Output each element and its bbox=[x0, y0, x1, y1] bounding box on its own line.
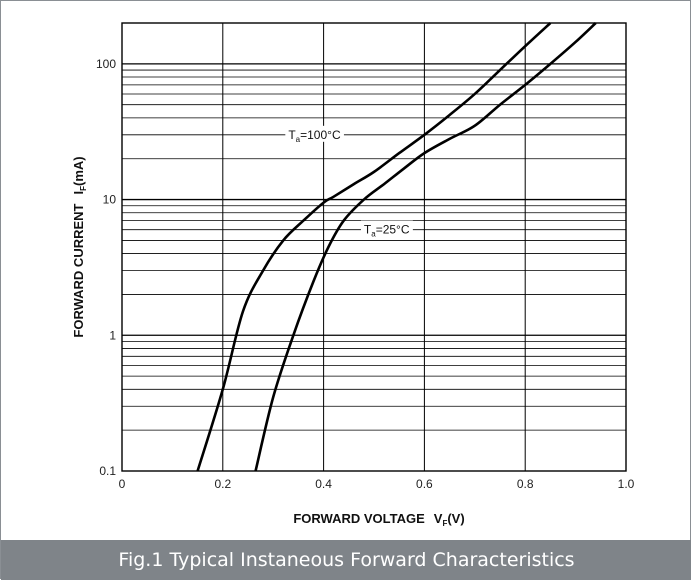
y-tick-label: 1 bbox=[109, 328, 116, 342]
y-tick-label: 0.1 bbox=[99, 464, 116, 478]
series-line-0 bbox=[196, 22, 552, 472]
x-axis-title: FORWARD VOLTAGE VF(V) bbox=[293, 511, 464, 528]
series-line-1 bbox=[254, 22, 597, 472]
x-tick-label: 1.0 bbox=[618, 477, 635, 491]
tick-labels: 0 0.2 0.4 0.6 0.8 1.0 0.1 1 10 100 bbox=[96, 57, 635, 491]
grid bbox=[122, 23, 626, 471]
x-tick-label: 0.6 bbox=[416, 477, 433, 491]
series-annotation-0: Ta=100°C bbox=[288, 128, 341, 144]
series-annotation-1: Ta=25°C bbox=[364, 223, 410, 239]
x-tick-label: 0.4 bbox=[315, 477, 332, 491]
annotation-backing bbox=[285, 125, 344, 142]
annotation-backing bbox=[360, 220, 413, 237]
series-curves bbox=[196, 22, 597, 472]
x-tick-label: 0 bbox=[119, 477, 126, 491]
x-tick-label: 0.2 bbox=[214, 477, 231, 491]
y-tick-label: 10 bbox=[103, 193, 117, 207]
chart: 0 0.2 0.4 0.6 0.8 1.0 0.1 1 10 100 Ta=100°C Ta=25°… bbox=[71, 22, 635, 528]
y-axis-title: FORWARD CURRENTIF(mA) bbox=[71, 156, 88, 337]
figure-caption: Fig.1 Typical Instaneous Forward Charact… bbox=[1, 540, 691, 580]
curve-annotations: Ta=100°C Ta=25°C bbox=[285, 125, 413, 239]
plot-frame bbox=[121, 22, 627, 472]
y-tick-label: 100 bbox=[96, 57, 116, 71]
x-tick-label: 0.8 bbox=[517, 477, 534, 491]
